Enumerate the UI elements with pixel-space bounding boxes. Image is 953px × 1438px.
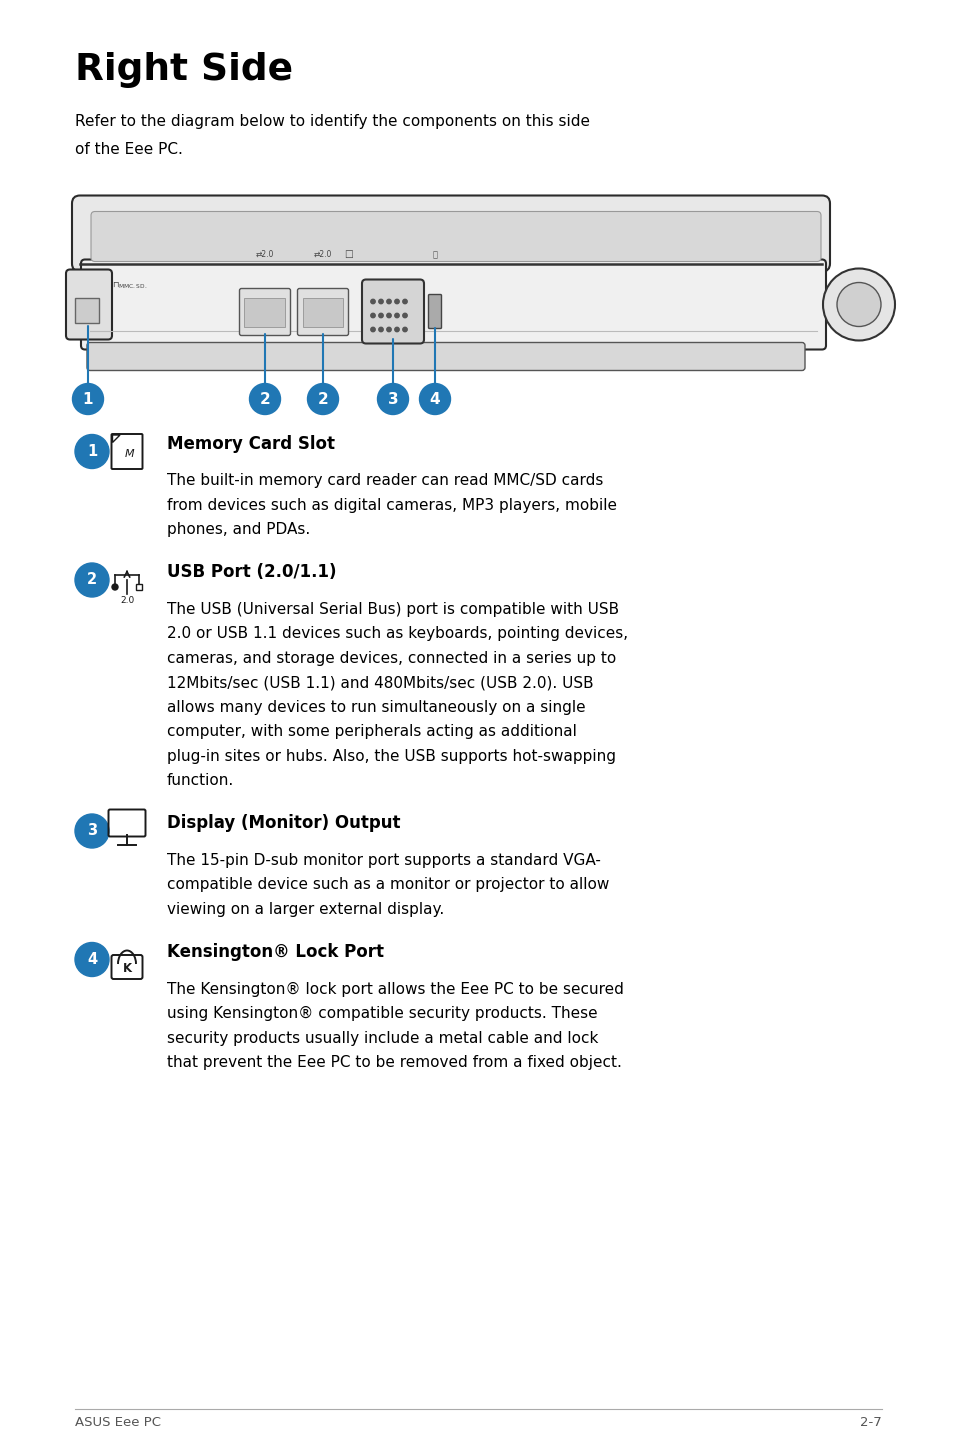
Text: Display (Monitor) Output: Display (Monitor) Output (167, 814, 400, 833)
Circle shape (378, 328, 383, 332)
Circle shape (822, 269, 894, 341)
Text: from devices such as digital cameras, MP3 players, mobile: from devices such as digital cameras, MP… (167, 498, 617, 513)
Text: Ⓚ: Ⓚ (432, 250, 437, 259)
Text: The built-in memory card reader can read MMC/SD cards: The built-in memory card reader can read… (167, 473, 602, 489)
Text: 2: 2 (259, 391, 270, 407)
Text: USB Port (2.0/1.1): USB Port (2.0/1.1) (167, 564, 336, 581)
Text: 3: 3 (87, 824, 97, 838)
FancyBboxPatch shape (81, 259, 825, 349)
Circle shape (378, 299, 383, 303)
Text: that prevent the Eee PC to be removed from a fixed object.: that prevent the Eee PC to be removed fr… (167, 1055, 621, 1070)
Circle shape (307, 384, 338, 414)
FancyBboxPatch shape (302, 298, 343, 326)
Text: Kensington® Lock Port: Kensington® Lock Port (167, 943, 384, 961)
FancyBboxPatch shape (91, 211, 821, 262)
Text: Right Side: Right Side (75, 52, 293, 88)
Text: function.: function. (167, 774, 234, 788)
Circle shape (402, 299, 407, 303)
FancyBboxPatch shape (297, 289, 348, 335)
Text: 3: 3 (387, 391, 398, 407)
Circle shape (72, 384, 103, 414)
Text: cameras, and storage devices, connected in a series up to: cameras, and storage devices, connected … (167, 651, 616, 666)
FancyBboxPatch shape (428, 295, 441, 328)
Text: viewing on a larger external display.: viewing on a larger external display. (167, 902, 444, 917)
Text: compatible device such as a monitor or projector to allow: compatible device such as a monitor or p… (167, 877, 609, 893)
Circle shape (378, 313, 383, 318)
Text: 2.0 or USB 1.1 devices such as keyboards, pointing devices,: 2.0 or USB 1.1 devices such as keyboards… (167, 627, 627, 641)
Polygon shape (112, 436, 120, 443)
Text: The 15-pin D-sub monitor port supports a standard VGA-: The 15-pin D-sub monitor port supports a… (167, 853, 600, 869)
FancyBboxPatch shape (244, 298, 285, 326)
Text: ⇄2.0: ⇄2.0 (255, 250, 274, 259)
Text: 1: 1 (83, 391, 93, 407)
Text: 12Mbits/sec (USB 1.1) and 480Mbits/sec (USB 2.0). USB: 12Mbits/sec (USB 1.1) and 480Mbits/sec (… (167, 676, 593, 690)
Text: 2-7: 2-7 (860, 1416, 882, 1429)
Circle shape (377, 384, 408, 414)
Text: K: K (122, 962, 132, 975)
FancyBboxPatch shape (361, 279, 423, 344)
Circle shape (75, 434, 109, 469)
Text: 4: 4 (87, 952, 97, 966)
Circle shape (112, 584, 118, 590)
Text: The Kensington® lock port allows the Eee PC to be secured: The Kensington® lock port allows the Eee… (167, 982, 623, 997)
Text: ASUS Eee PC: ASUS Eee PC (75, 1416, 161, 1429)
Text: security products usually include a metal cable and lock: security products usually include a meta… (167, 1031, 598, 1045)
Text: 1: 1 (87, 444, 97, 459)
Text: 2.0: 2.0 (120, 595, 134, 605)
Text: ☐: ☐ (344, 250, 353, 259)
FancyBboxPatch shape (239, 289, 291, 335)
Circle shape (371, 328, 375, 332)
Text: using Kensington® compatible security products. These: using Kensington® compatible security pr… (167, 1007, 597, 1021)
FancyBboxPatch shape (71, 196, 829, 272)
Text: The USB (Universal Serial Bus) port is compatible with USB: The USB (Universal Serial Bus) port is c… (167, 603, 618, 617)
Text: of the Eee PC.: of the Eee PC. (75, 142, 183, 158)
Circle shape (386, 313, 391, 318)
Text: ⇄2.0: ⇄2.0 (314, 250, 332, 259)
Circle shape (395, 328, 398, 332)
Circle shape (371, 299, 375, 303)
FancyBboxPatch shape (66, 269, 112, 339)
FancyBboxPatch shape (75, 298, 99, 324)
Circle shape (75, 942, 109, 976)
Circle shape (836, 282, 880, 326)
Circle shape (386, 299, 391, 303)
Text: Refer to the diagram below to identify the components on this side: Refer to the diagram below to identify t… (75, 114, 589, 129)
Text: M: M (125, 450, 134, 460)
Text: phones, and PDAs.: phones, and PDAs. (167, 522, 310, 538)
Text: plug-in sites or hubs. Also, the USB supports hot-swapping: plug-in sites or hubs. Also, the USB sup… (167, 749, 616, 764)
Circle shape (395, 313, 398, 318)
Text: $\sqcap_{\rm MMC.SD.}$: $\sqcap_{\rm MMC.SD.}$ (112, 280, 147, 290)
Circle shape (75, 564, 109, 597)
Circle shape (395, 299, 398, 303)
Circle shape (371, 313, 375, 318)
Circle shape (75, 814, 109, 848)
Circle shape (402, 328, 407, 332)
Text: 4: 4 (429, 391, 440, 407)
Text: allows many devices to run simultaneously on a single: allows many devices to run simultaneousl… (167, 700, 585, 715)
Circle shape (402, 313, 407, 318)
Text: 2: 2 (317, 391, 328, 407)
Circle shape (250, 384, 280, 414)
Text: 2: 2 (87, 572, 97, 588)
FancyBboxPatch shape (87, 342, 804, 371)
Text: computer, with some peripherals acting as additional: computer, with some peripherals acting a… (167, 725, 577, 739)
Circle shape (386, 328, 391, 332)
Text: Memory Card Slot: Memory Card Slot (167, 436, 335, 453)
Circle shape (419, 384, 450, 414)
